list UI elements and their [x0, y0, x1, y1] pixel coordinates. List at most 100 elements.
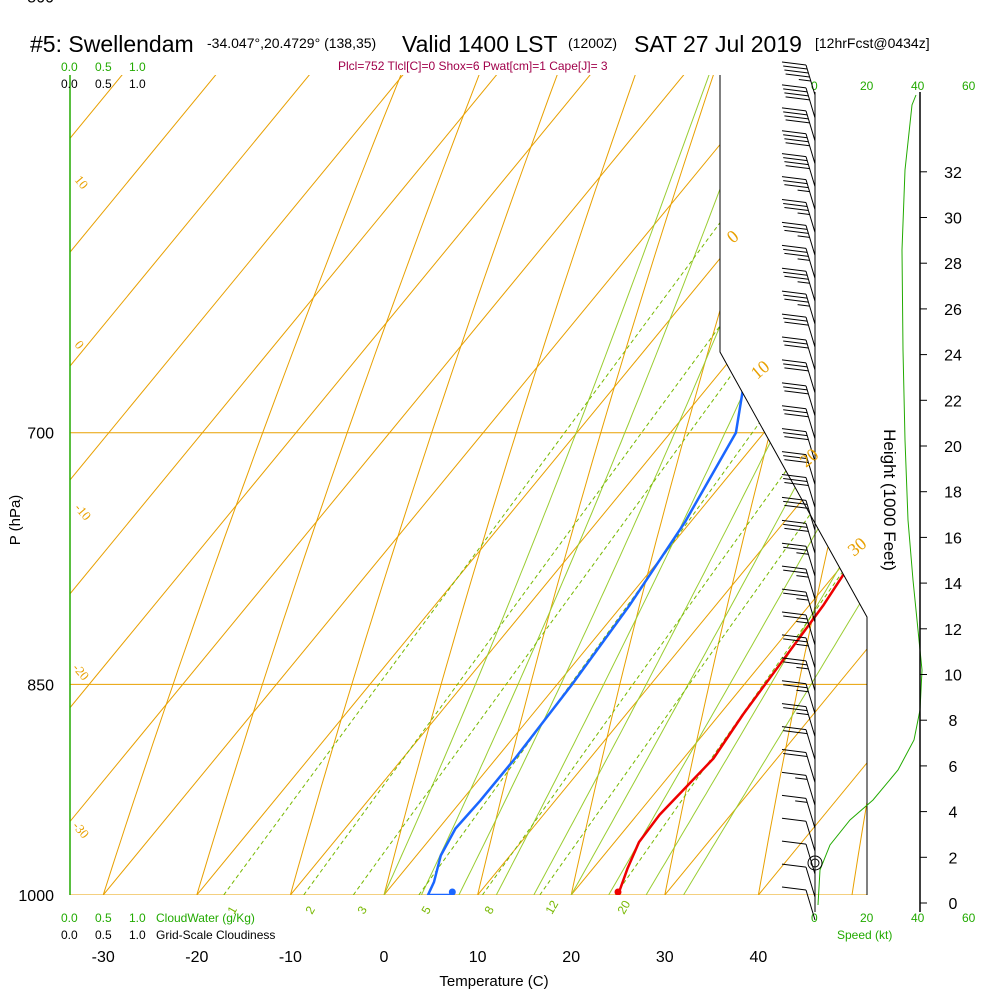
lcl-marker-inner [810, 858, 820, 868]
barb-flag [781, 542, 807, 547]
barb-flag [783, 592, 808, 597]
wind-barb [781, 542, 816, 577]
wind-barb [781, 130, 816, 164]
barb-shaft [805, 798, 816, 829]
height-tick-20: 20 [944, 439, 962, 456]
barb-flag [781, 749, 807, 753]
barb-flag [781, 382, 807, 387]
barb-flag [783, 707, 808, 712]
barb-shaft [805, 87, 816, 119]
barb-shaft [805, 546, 816, 577]
barb-flag [785, 165, 810, 170]
cloudwater-label: CloudWater (g/Kg) [156, 911, 255, 925]
barb-flag [783, 203, 808, 207]
barb-flag [781, 771, 807, 776]
stability-params: Plcl=752 Tlcl[C]=0 Shox=6 Pwat[cm]=1 Cap… [338, 59, 608, 73]
barb-half-flag [796, 643, 809, 647]
barb-shaft [805, 362, 816, 394]
barb-flag [781, 726, 807, 731]
barb-flag [784, 436, 809, 441]
barb-half-flag [795, 800, 808, 803]
speed-label: Speed (kt) [837, 928, 892, 942]
barb-shaft [805, 866, 816, 898]
cloudwater-top-0: 0.0 [61, 60, 78, 74]
isotherm--50 [70, 75, 867, 895]
barb-flag [781, 519, 807, 524]
dry-adiabat-0 [383, 75, 867, 895]
barb-flag [784, 344, 809, 349]
barb-half-flag [796, 598, 809, 601]
barb-flag [784, 321, 809, 326]
height-tick-0: 0 [949, 896, 958, 913]
moist-adiabat-20 [570, 75, 867, 895]
barb-flag [783, 271, 808, 276]
barb-flag [781, 611, 807, 616]
barb-flag [783, 615, 808, 620]
wind-barb [781, 771, 816, 806]
barb-half-flag [797, 258, 810, 261]
wind-barb [781, 221, 816, 256]
wind-barb [781, 680, 816, 714]
chart-date: SAT 27 Jul 2019 [634, 31, 802, 57]
barb-flag [784, 367, 809, 372]
cloudwater-bottom-1: 0.5 [95, 911, 112, 925]
height-tick-32: 32 [944, 165, 962, 182]
wind-barb [781, 496, 816, 531]
cloudiness-top-1: 0.5 [95, 77, 112, 91]
barb-flag [783, 180, 808, 185]
barb-flag [781, 863, 807, 868]
barb-half-flag [796, 621, 809, 624]
surface-temperature-point [614, 888, 622, 895]
wind-barb [781, 588, 816, 623]
barb-shaft [805, 889, 816, 921]
barb-shaft [805, 660, 816, 691]
wind-barb [781, 611, 816, 646]
wind-barb [781, 657, 816, 691]
wind-barb [781, 199, 816, 233]
surface-dewpoint-point [448, 888, 456, 895]
barb-flag [783, 684, 808, 689]
cloudwater-top-2: 1.0 [129, 60, 146, 74]
temperature-line [616, 75, 867, 895]
moist-adiabat-24 [608, 75, 867, 895]
barb-shaft [805, 133, 816, 164]
barb-flag [783, 248, 808, 253]
barb-flag [784, 69, 809, 74]
mixing-ratio-label-20: 20 [614, 898, 633, 917]
barb-flag [783, 88, 808, 93]
plot-boundary [719, 75, 868, 895]
isotherm--10 [290, 75, 867, 895]
barb-flag [785, 142, 810, 147]
barb-flag [783, 661, 808, 666]
barb-flag [781, 588, 807, 593]
x-tick-0: 0 [380, 949, 389, 966]
moist-adiabat-0 [383, 75, 867, 895]
barb-flag [783, 523, 808, 528]
wind-barb [781, 382, 816, 416]
height-tick-4: 4 [949, 805, 958, 822]
barb-flag [783, 753, 808, 757]
chart-valid: Valid 1400 LST [402, 31, 558, 57]
y-axis-label: P (hPa) [7, 495, 24, 546]
barb-flag [781, 496, 807, 501]
barb-flag [781, 474, 807, 478]
barb-flag [783, 225, 808, 230]
wind-barb [781, 886, 816, 921]
barb-flag [781, 336, 807, 341]
cloudwater-bottom-0: 0.0 [61, 911, 78, 925]
height-tick-30: 30 [944, 211, 962, 228]
barb-shaft [805, 844, 816, 875]
height-tick-2: 2 [949, 850, 958, 867]
barb-shaft [805, 500, 816, 531]
wind-barb [781, 863, 816, 898]
barb-flag [784, 413, 809, 418]
cloudwater-top-1: 0.5 [95, 60, 112, 74]
barb-shaft [805, 248, 816, 279]
height-tick-18: 18 [944, 485, 962, 502]
isotherm-0 [383, 75, 867, 895]
barb-flag [783, 134, 808, 139]
wind-barb [781, 794, 816, 829]
barb-flag [783, 65, 808, 70]
barb-flag [784, 275, 809, 280]
height-tick-24: 24 [944, 348, 962, 365]
